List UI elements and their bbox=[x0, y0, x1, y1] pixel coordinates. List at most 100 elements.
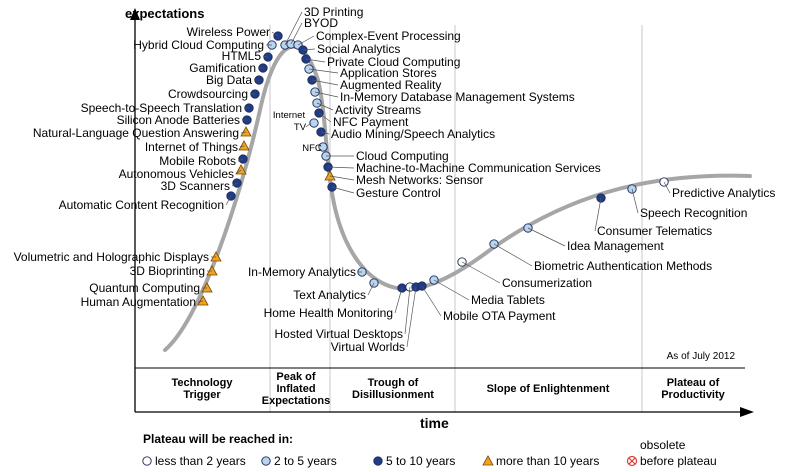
technology-label: Private Cloud Computing bbox=[327, 55, 460, 69]
leader-line bbox=[663, 181, 671, 194]
technology-label: Activity Streams bbox=[335, 103, 421, 117]
technology-label: Virtual Worlds bbox=[331, 340, 405, 354]
phase-label: Technology bbox=[172, 377, 234, 389]
leader-line bbox=[406, 286, 417, 348]
marker-circle bbox=[142, 456, 152, 466]
technology-label: 3D Scanners bbox=[161, 179, 230, 193]
technology-point bbox=[324, 170, 336, 181]
marker-circle bbox=[318, 142, 328, 152]
technology-point bbox=[309, 118, 319, 128]
marker-triangle bbox=[238, 140, 250, 151]
legend-label: obsolete bbox=[640, 438, 686, 452]
phase-dividers bbox=[269, 25, 643, 412]
technology-label: Internet bbox=[273, 110, 306, 121]
technology-label: Predictive Analytics bbox=[672, 186, 775, 200]
legend-label: more than 10 years bbox=[496, 454, 599, 468]
leader-line bbox=[331, 186, 355, 194]
legend-item: 5 to 10 years bbox=[373, 454, 455, 468]
technology-label: Speech-to-Speech Translation bbox=[81, 101, 242, 115]
x-axis-label: time bbox=[420, 415, 449, 431]
technology-label: Machine-to-Machine Communication Service… bbox=[356, 161, 601, 175]
technology-label: Audio Mining/Speech Analytics bbox=[331, 127, 495, 141]
technology-point bbox=[240, 126, 252, 137]
technology-label: Mobile Robots bbox=[159, 154, 236, 168]
technology-label: Complex-Event Processing bbox=[316, 29, 461, 43]
leader-line bbox=[290, 22, 303, 45]
marker-triangle bbox=[201, 282, 213, 293]
leader-line bbox=[367, 282, 375, 296]
technology-label: Idea Management bbox=[567, 239, 664, 253]
x-axis-arrow bbox=[740, 407, 754, 417]
marker-triangle bbox=[324, 170, 336, 181]
technology-label: Application Stores bbox=[340, 66, 437, 80]
legend-item: more than 10 years bbox=[482, 454, 599, 468]
technology-label: Mobile OTA Payment bbox=[443, 309, 556, 323]
legend-label: 2 to 5 years bbox=[274, 454, 337, 468]
leader-line bbox=[197, 300, 204, 303]
phase-label: Disillusionment bbox=[352, 389, 434, 401]
phase-label: Productivity bbox=[661, 389, 725, 401]
phase-label: Inflated bbox=[276, 383, 315, 395]
leader-line bbox=[631, 188, 639, 214]
leader-line bbox=[461, 261, 501, 284]
legend-item: before plateau obsolete bbox=[626, 438, 717, 468]
technology-label: Wireless Power bbox=[187, 25, 270, 39]
technology-label: Gamification bbox=[189, 61, 256, 75]
phase-label: Trough of bbox=[368, 377, 419, 389]
leader-line bbox=[297, 35, 315, 46]
technology-point bbox=[206, 265, 218, 276]
technology-label: NFC bbox=[302, 143, 322, 154]
technology-label: Volumetric and Holographic Displays bbox=[14, 250, 209, 264]
technology-point bbox=[201, 282, 213, 293]
technology-label: Hosted Virtual Desktops bbox=[274, 327, 403, 341]
leader-line bbox=[404, 286, 411, 335]
phase-label: Slope of Enlightenment bbox=[487, 383, 610, 395]
leader-line bbox=[594, 197, 602, 232]
technology-label: Consumerization bbox=[502, 276, 592, 290]
date-note: As of July 2012 bbox=[667, 351, 736, 362]
leader-line bbox=[329, 175, 355, 181]
technology-label: 3D Printing bbox=[304, 5, 363, 19]
marker-triangle bbox=[482, 455, 494, 466]
technology-label: HTML5 bbox=[222, 49, 262, 63]
technology-label: In-Memory Database Management Systems bbox=[340, 90, 575, 104]
leader-line bbox=[305, 122, 312, 128]
technology-point bbox=[238, 140, 250, 151]
leader-line bbox=[262, 55, 269, 58]
technology-label: Silicon Anode Batteries bbox=[117, 113, 240, 127]
technology-label: Augmented Reality bbox=[340, 78, 441, 92]
technology-label: Speech Recognition bbox=[640, 206, 747, 220]
leader-line bbox=[316, 102, 334, 111]
leader-line bbox=[527, 227, 566, 247]
legend-title: Plateau will be reached in: bbox=[143, 432, 293, 446]
leader-line bbox=[284, 11, 303, 46]
technology-label: Internet of Things bbox=[145, 140, 238, 154]
technology-label: In-Memory Analytics bbox=[248, 265, 356, 279]
legend-item: less than 2 years bbox=[142, 454, 246, 468]
technology-point bbox=[210, 251, 222, 262]
technology-label: Natural-Language Question Answering bbox=[33, 126, 239, 140]
leader-line bbox=[237, 158, 244, 162]
leader-line bbox=[235, 169, 242, 175]
technology-label: Biometric Authentication Methods bbox=[534, 259, 712, 273]
leader-line bbox=[311, 79, 339, 86]
legend-label: less than 2 years bbox=[155, 454, 246, 468]
technology-label: Consumer Telematics bbox=[597, 224, 712, 238]
leader-line bbox=[231, 182, 238, 187]
marker-circle bbox=[309, 118, 319, 128]
phase-label: Plateau of bbox=[667, 377, 720, 389]
legend: Plateau will be reached in: less than 2 … bbox=[142, 432, 717, 468]
technology-label: Gesture Control bbox=[356, 186, 441, 200]
leader-line bbox=[305, 58, 326, 63]
technology-label: Media Tablets bbox=[471, 293, 545, 307]
leader-line bbox=[394, 287, 403, 314]
marker-triangle bbox=[206, 265, 218, 276]
marker-obsolete bbox=[626, 455, 638, 467]
marker-triangle bbox=[240, 126, 252, 137]
technology-label: Big Data bbox=[206, 73, 252, 87]
technology-label: Autonomous Vehicles bbox=[119, 167, 234, 181]
y-axis-label: expectations bbox=[125, 6, 204, 21]
